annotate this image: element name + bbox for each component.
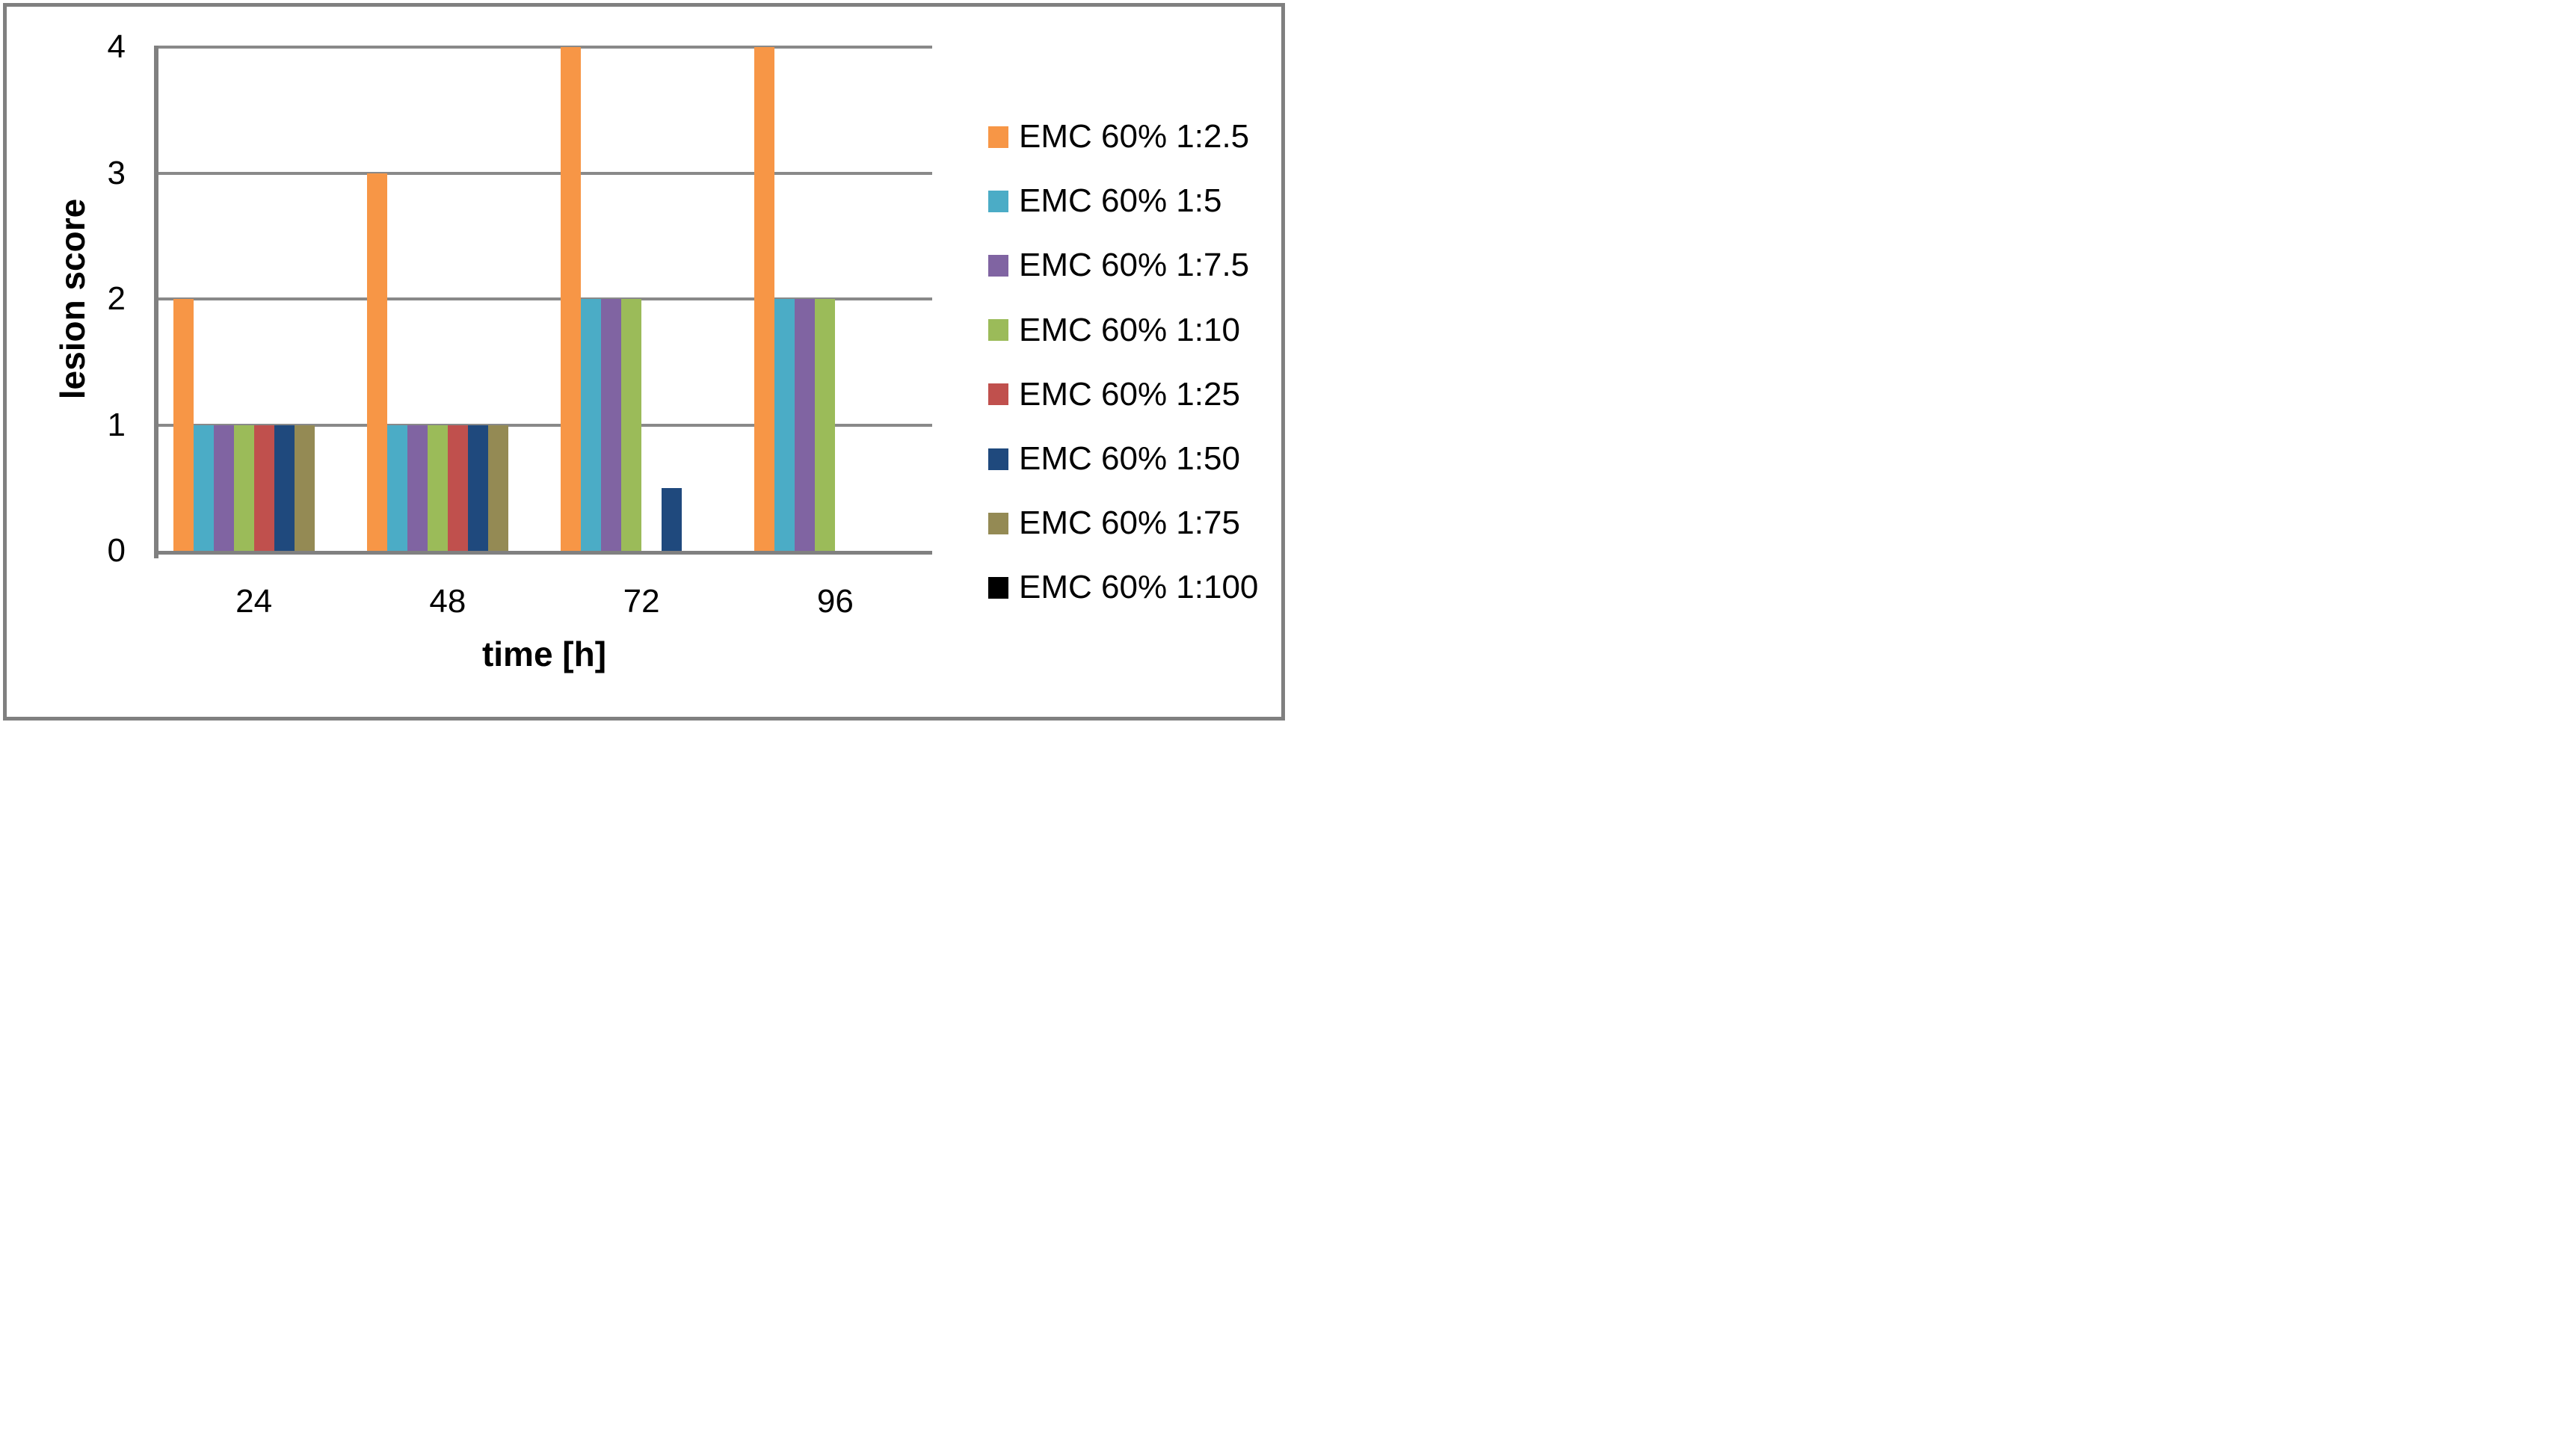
legend-item-emc-60-1-75: EMC 60% 1:75: [988, 491, 1258, 555]
legend-item-emc-60-1-50: EMC 60% 1:50: [988, 427, 1258, 491]
y-axis-line: [154, 46, 158, 558]
y-tick-label-4: 4: [107, 28, 126, 65]
legend-swatch-icon: [988, 448, 1008, 470]
bar-emc-60-1-2.5-24h: [173, 299, 194, 551]
x-axis-title: time [h]: [481, 635, 607, 673]
legend-label: EMC 60% 1:5: [1019, 182, 1222, 220]
legend-label: EMC 60% 1:2.5: [1019, 118, 1250, 155]
legend-label: EMC 60% 1:75: [1019, 505, 1240, 542]
bar-emc-60-1-7.5-24h: [213, 425, 234, 551]
gridline-y-3: [157, 171, 932, 175]
bar-emc-60-1-2.5-72h: [561, 47, 582, 551]
legend-label: EMC 60% 1:10: [1019, 311, 1240, 348]
plot-area: [154, 46, 932, 558]
bar-emc-60-1-25-48h: [447, 425, 468, 551]
gridline-y-1: [157, 423, 932, 427]
bar-emc-60-1-2.5-48h: [366, 173, 387, 551]
gridline-y-4: [157, 46, 932, 49]
bar-emc-60-1-5-96h: [774, 299, 795, 551]
chart-border-frame: [3, 3, 1285, 721]
bar-emc-60-1-10-96h: [815, 299, 836, 551]
legend-label: EMC 60% 1:50: [1019, 440, 1240, 478]
legend-item-emc-60-1-100: EMC 60% 1:100: [988, 555, 1258, 620]
legend-label: EMC 60% 1:100: [1019, 569, 1259, 606]
x-axis-line: [154, 551, 932, 555]
legend-swatch-icon: [988, 512, 1008, 534]
legend-item-emc-60-1-5: EMC 60% 1:5: [988, 169, 1258, 233]
x-tick-label-72: 72: [623, 583, 660, 620]
chart-legend: EMC 60% 1:2.5 EMC 60% 1:5 EMC 60% 1:7.5 EMC…: [988, 105, 1258, 620]
bar-emc-60-1-5-48h: [386, 425, 407, 551]
legend-item-emc-60-1-2.5: EMC 60% 1:2.5: [988, 105, 1258, 169]
x-tick-label-96: 96: [816, 583, 854, 620]
y-tick-label-0: 0: [107, 532, 126, 569]
bar-emc-60-1-5-24h: [193, 425, 214, 551]
x-tick-label-24: 24: [235, 583, 273, 620]
y-tick-label-3: 3: [107, 154, 126, 191]
bar-emc-60-1-50-72h: [662, 487, 682, 551]
y-tick-label-2: 2: [107, 280, 126, 317]
lesion-score-bar-chart: 0 1 2 3 4 24 48 72 96 lesion score time [h] EMC…: [0, 0, 1288, 724]
bar-emc-60-1-10-48h: [427, 425, 448, 551]
x-tick-label-48: 48: [429, 583, 466, 620]
legend-label: EMC 60% 1:25: [1019, 375, 1240, 413]
legend-swatch-icon: [988, 319, 1008, 342]
bar-emc-60-1-2.5-96h: [754, 47, 775, 551]
legend-item-emc-60-1-10: EMC 60% 1:10: [988, 298, 1258, 362]
bar-emc-60-1-50-24h: [274, 425, 295, 551]
legend-item-emc-60-1-7.5: EMC 60% 1:7.5: [988, 233, 1258, 297]
legend-swatch-icon: [988, 383, 1008, 406]
y-tick-label-1: 1: [107, 406, 126, 443]
legend-swatch-icon: [988, 126, 1008, 148]
legend-swatch-icon: [988, 254, 1008, 277]
bar-emc-60-1-25-24h: [253, 425, 274, 551]
bar-emc-60-1-50-48h: [467, 425, 488, 551]
bar-emc-60-1-7.5-72h: [601, 299, 622, 551]
gridline-y-2: [157, 297, 932, 300]
bar-emc-60-1-7.5-96h: [795, 299, 816, 551]
bar-emc-60-1-5-72h: [581, 299, 602, 551]
legend-swatch-icon: [988, 576, 1008, 599]
y-axis-title: lesion score: [53, 198, 92, 400]
legend-swatch-icon: [988, 190, 1008, 212]
bar-emc-60-1-10-72h: [621, 299, 642, 551]
bar-emc-60-1-75-48h: [487, 425, 508, 551]
legend-item-emc-60-1-25: EMC 60% 1:25: [988, 362, 1258, 427]
bar-emc-60-1-10-24h: [233, 425, 254, 551]
bar-emc-60-1-75-24h: [294, 425, 315, 551]
bar-emc-60-1-7.5-48h: [407, 425, 428, 551]
legend-label: EMC 60% 1:7.5: [1019, 247, 1250, 284]
